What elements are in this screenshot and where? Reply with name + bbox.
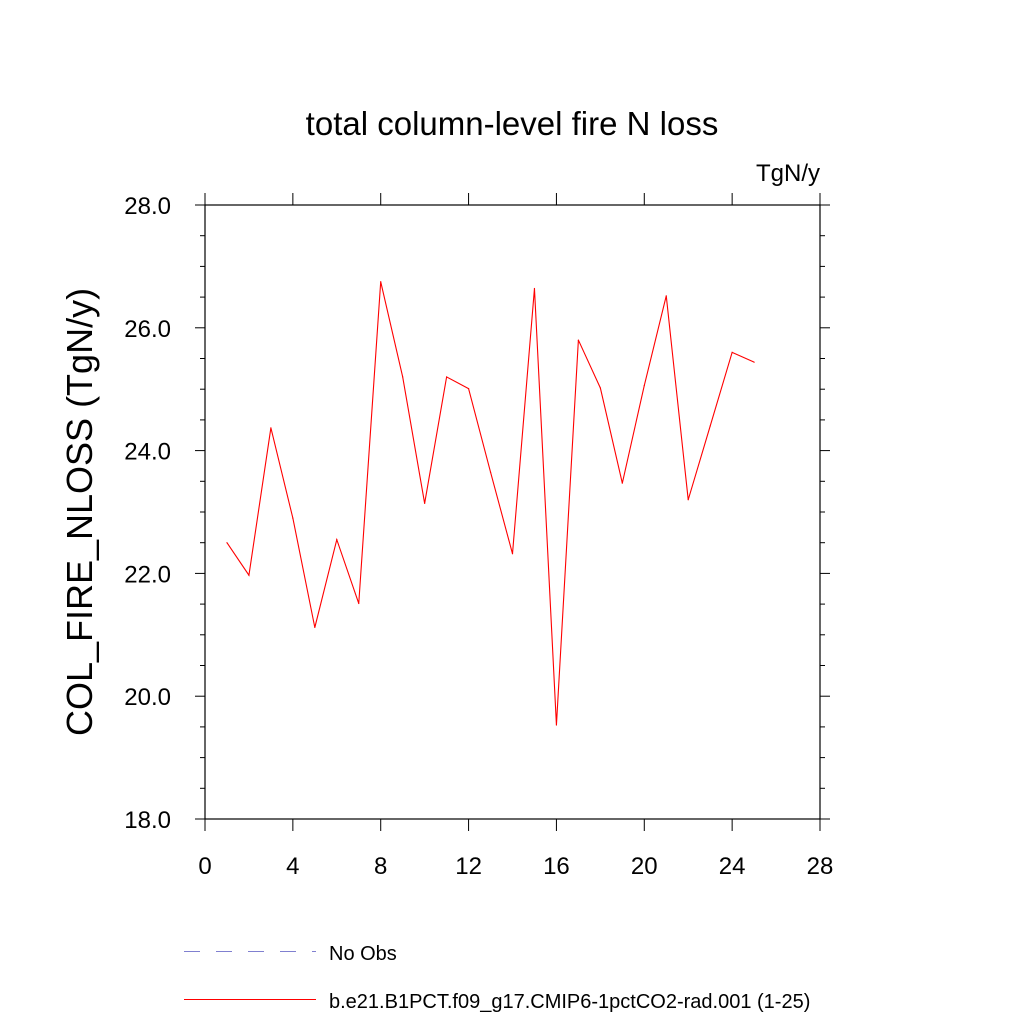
y-tick-label: 24.0: [124, 439, 171, 466]
data-point: [643, 384, 645, 387]
x-axis-ticks: 0 4 8 12 16 20 24 28: [198, 193, 833, 880]
units-label: TgN/y: [756, 160, 820, 187]
data-point: [292, 517, 294, 519]
data-point: [533, 287, 536, 290]
data-point: [489, 471, 492, 473]
data-point: [511, 553, 514, 555]
y-axis-label: COL_FIRE_NLOSS (TgN/y): [59, 288, 100, 736]
x-tick-label: 20: [631, 853, 658, 880]
series-line-0: [226, 281, 755, 726]
plot-frame: [204, 204, 821, 820]
y-axis-ticks: 18.0 20.0 22.0 24.0 26.0 28.0: [124, 193, 830, 834]
y-tick-label: 22.0: [124, 561, 171, 588]
data-point: [731, 351, 733, 353]
x-tick-label: 16: [543, 853, 570, 880]
data-point: [314, 626, 316, 629]
x-tick-label: 4: [286, 853, 299, 880]
data-point: [226, 542, 228, 544]
data-point: [358, 602, 360, 605]
data-point: [248, 574, 250, 576]
data-point: [380, 281, 382, 283]
legend-label-1: b.e21.B1PCT.f09_g17.CMIP6-1pctCO2-rad.00…: [329, 991, 810, 1013]
chart-title: total column-level fire N loss: [306, 105, 719, 142]
x-tick-label: 8: [374, 853, 387, 880]
data-point: [336, 539, 338, 541]
x-tick-label: 0: [198, 853, 211, 880]
data-point: [621, 482, 623, 484]
plot-border: [204, 204, 821, 820]
data-point: [424, 502, 426, 505]
y-tick-label: 18.0: [124, 807, 171, 834]
legend-label-0: No Obs: [329, 943, 397, 965]
x-tick-label: 12: [455, 853, 482, 880]
data-point: [555, 724, 558, 726]
data-point: [402, 376, 404, 378]
data-point: [665, 295, 667, 297]
data-point: [687, 499, 689, 501]
x-tick-label: 24: [719, 853, 746, 880]
data-point: [709, 425, 711, 427]
data-point: [467, 387, 470, 390]
data-point: [270, 427, 272, 429]
series-layer: [226, 281, 755, 726]
data-point: [599, 387, 601, 389]
data-point: [577, 339, 579, 341]
y-tick-label: 26.0: [124, 316, 171, 343]
data-point: [446, 376, 448, 378]
y-tick-label: 20.0: [124, 684, 171, 711]
data-point: [753, 361, 755, 363]
legend: No Obs b.e21.B1PCT.f09_g17.CMIP6-1pctCO2-…: [184, 943, 810, 1013]
y-tick-label: 28.0: [124, 193, 171, 220]
x-tick-label: 28: [807, 853, 834, 880]
